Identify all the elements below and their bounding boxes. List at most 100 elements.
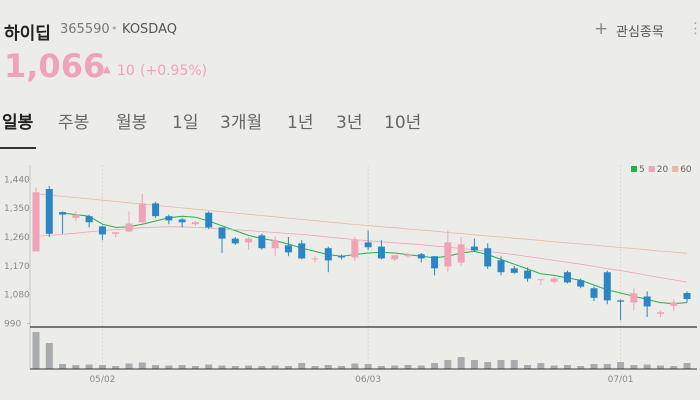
candle-body [617,300,625,302]
candle-body [284,245,292,253]
candle-body [298,243,306,259]
volume-bar [231,366,239,369]
volume-bar [205,364,213,369]
volume-bar [45,343,53,369]
price: 1,066 [4,47,106,85]
separator: • [111,22,118,35]
candle-body [643,296,651,307]
candle-body [670,302,678,306]
y-tick-label: 1,170 [4,262,30,272]
volume-bar [85,364,93,369]
more-icon[interactable]: ⋮ [688,19,700,37]
volume-bar [497,360,505,369]
volume-bar [258,366,266,369]
candle-body [391,255,399,260]
volume-bar [152,365,160,369]
volume-bar [656,365,664,369]
candle-body [524,270,532,279]
volume-bar [324,365,332,369]
volume-bar [470,360,478,369]
candle-body [577,280,585,287]
volume-bar [431,363,439,369]
candle-body [457,244,465,263]
volume-bar [563,365,571,369]
volume-bar [484,362,492,369]
volume-bar [377,366,385,369]
candle-body [152,203,160,217]
candle-body [59,212,67,215]
candle-body [510,268,518,273]
volume-bar [271,365,279,369]
candle-body [271,240,279,249]
y-tick-label: 1,260 [4,233,30,243]
candle-body [377,246,385,259]
change: 10 [117,63,135,79]
candle-body [324,248,332,261]
candle-body [630,293,638,303]
volume-bar [191,366,199,369]
volume-bar [643,364,651,369]
candle-body [603,272,611,301]
candle-body [431,256,439,269]
volume-bar [351,363,359,369]
candle-body [590,288,598,298]
watch-button[interactable]: 관심종목 [616,25,664,40]
volume-bar [178,365,186,369]
candle-body [85,216,93,223]
x-tick-label: 07/01 [608,375,634,385]
stock-code: 365590 [60,22,110,37]
volume-bar [284,366,292,369]
x-tick-label: 06/03 [355,375,381,385]
candle-body [205,212,213,228]
tab-underline [0,147,36,149]
candle-body [417,254,425,259]
legend-swatch [672,166,679,172]
volume-bar [98,365,106,369]
volume-bar [298,363,306,369]
tab[interactable]: 일봉 [2,113,34,133]
volume-bar [125,363,133,369]
candle-body [165,216,173,221]
y-tick-label: 1,080 [4,291,30,301]
tab[interactable]: 3년 [336,113,363,133]
candle-body [656,312,664,314]
legend-label: 60 [680,165,692,175]
volume-bar [417,365,425,369]
volume-bar [457,357,465,369]
candle-body [138,203,146,223]
candle-body [470,246,478,251]
candle-body [444,242,452,267]
candle-body [98,226,106,235]
tab[interactable]: 1일 [172,113,199,133]
volume-bar [444,360,452,369]
tab[interactable]: 10년 [384,113,422,133]
tab[interactable]: 1년 [287,113,314,133]
tab[interactable]: 주봉 [58,113,90,133]
x-tick-label: 05/02 [89,375,115,385]
volume-bar [603,364,611,369]
ma-line [35,193,688,254]
candle-body [311,258,319,260]
candle-body [218,227,226,239]
volume-bar [670,366,678,369]
volume-bar [165,365,173,369]
volume-bar [138,362,146,369]
candle-body [537,279,545,281]
add-icon[interactable]: + [594,19,609,39]
legend-swatch [631,166,637,172]
candle-body [32,192,40,252]
candle-body [404,254,412,257]
change-pct: (+0.95%) [140,63,208,79]
candle-body [231,238,239,244]
candle-body [125,223,133,232]
volume-bar [510,360,518,369]
tab[interactable]: 월봉 [116,113,148,133]
volume-bar [630,365,638,369]
candle-body [550,278,558,282]
candle-body [178,219,186,223]
volume-bar [550,365,558,369]
volume-bar [218,365,226,369]
market: KOSDAQ [122,22,177,37]
tab[interactable]: 3개월 [220,113,263,133]
